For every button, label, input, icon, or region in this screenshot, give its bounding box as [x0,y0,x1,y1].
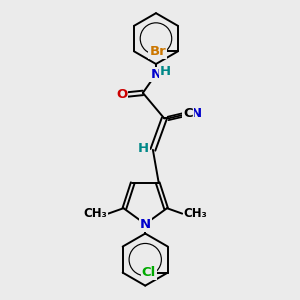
Text: H: H [160,65,171,78]
Text: CH₃: CH₃ [83,207,107,220]
Text: N: N [140,218,151,230]
Text: Cl: Cl [142,266,156,279]
Text: N: N [150,68,161,81]
Text: H: H [138,142,149,155]
Text: CH₃: CH₃ [184,207,207,220]
Text: C: C [184,107,193,120]
Text: Br: Br [149,45,166,58]
Text: O: O [116,88,127,101]
Text: N: N [190,107,202,120]
